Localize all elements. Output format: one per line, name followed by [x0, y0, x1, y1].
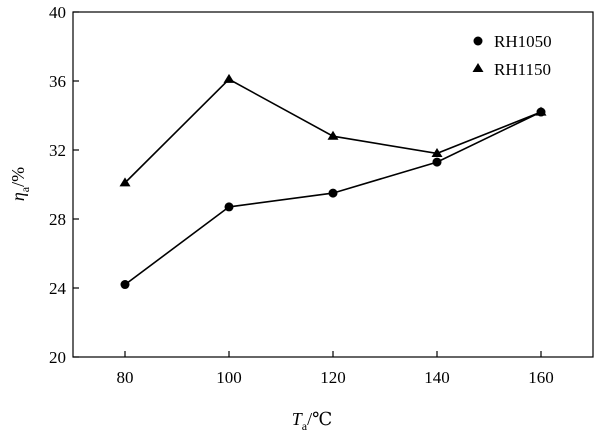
tick-marks — [73, 11, 542, 358]
data-point-rh1150 — [535, 106, 547, 116]
y-tick-label: 32 — [49, 141, 66, 160]
y-tick-label: 36 — [49, 72, 66, 91]
y-tick-label: 20 — [49, 348, 66, 367]
x-axis-symbol: T — [292, 409, 304, 429]
data-point-rh1150 — [327, 130, 339, 140]
y-tick-label: 28 — [49, 210, 66, 229]
y-tick-label: 40 — [49, 3, 66, 22]
x-tick-label: 160 — [528, 368, 554, 387]
data-point-rh1050 — [224, 202, 234, 212]
x-tick-label: 100 — [216, 368, 242, 387]
x-axis-unit: /℃ — [307, 409, 332, 429]
y-axis-title: ηa/% — [8, 167, 32, 201]
legend-label-rh1050: RH1050 — [494, 32, 552, 51]
legend-label-rh1150: RH1150 — [494, 60, 551, 79]
legend-marker-rh1050 — [473, 36, 483, 46]
legend: RH1050 RH1150 — [472, 32, 552, 79]
data-point-rh1050 — [120, 280, 130, 290]
data-point-rh1050 — [328, 188, 338, 198]
data-point-rh1150 — [223, 73, 235, 83]
data-point-rh1150 — [431, 148, 443, 158]
x-tick-label: 80 — [117, 368, 134, 387]
x-axis-subscript: a — [302, 419, 308, 433]
y-tick-label: 24 — [49, 279, 67, 298]
data-point-rh1050 — [432, 157, 442, 167]
data-point-rh1150 — [119, 177, 131, 187]
x-axis-title: Ta/℃ — [292, 409, 332, 433]
legend-marker-rh1150 — [472, 63, 484, 72]
x-tick-label: 140 — [424, 368, 450, 387]
x-tick-label: 120 — [320, 368, 346, 387]
tick-labels: 20 24 28 32 36 40 80 100 120 140 160 — [49, 3, 554, 387]
y-axis-unit: /% — [8, 167, 28, 187]
series-layer — [119, 73, 547, 290]
y-axis-subscript: a — [18, 186, 32, 192]
y-axis-symbol: η — [8, 192, 28, 201]
